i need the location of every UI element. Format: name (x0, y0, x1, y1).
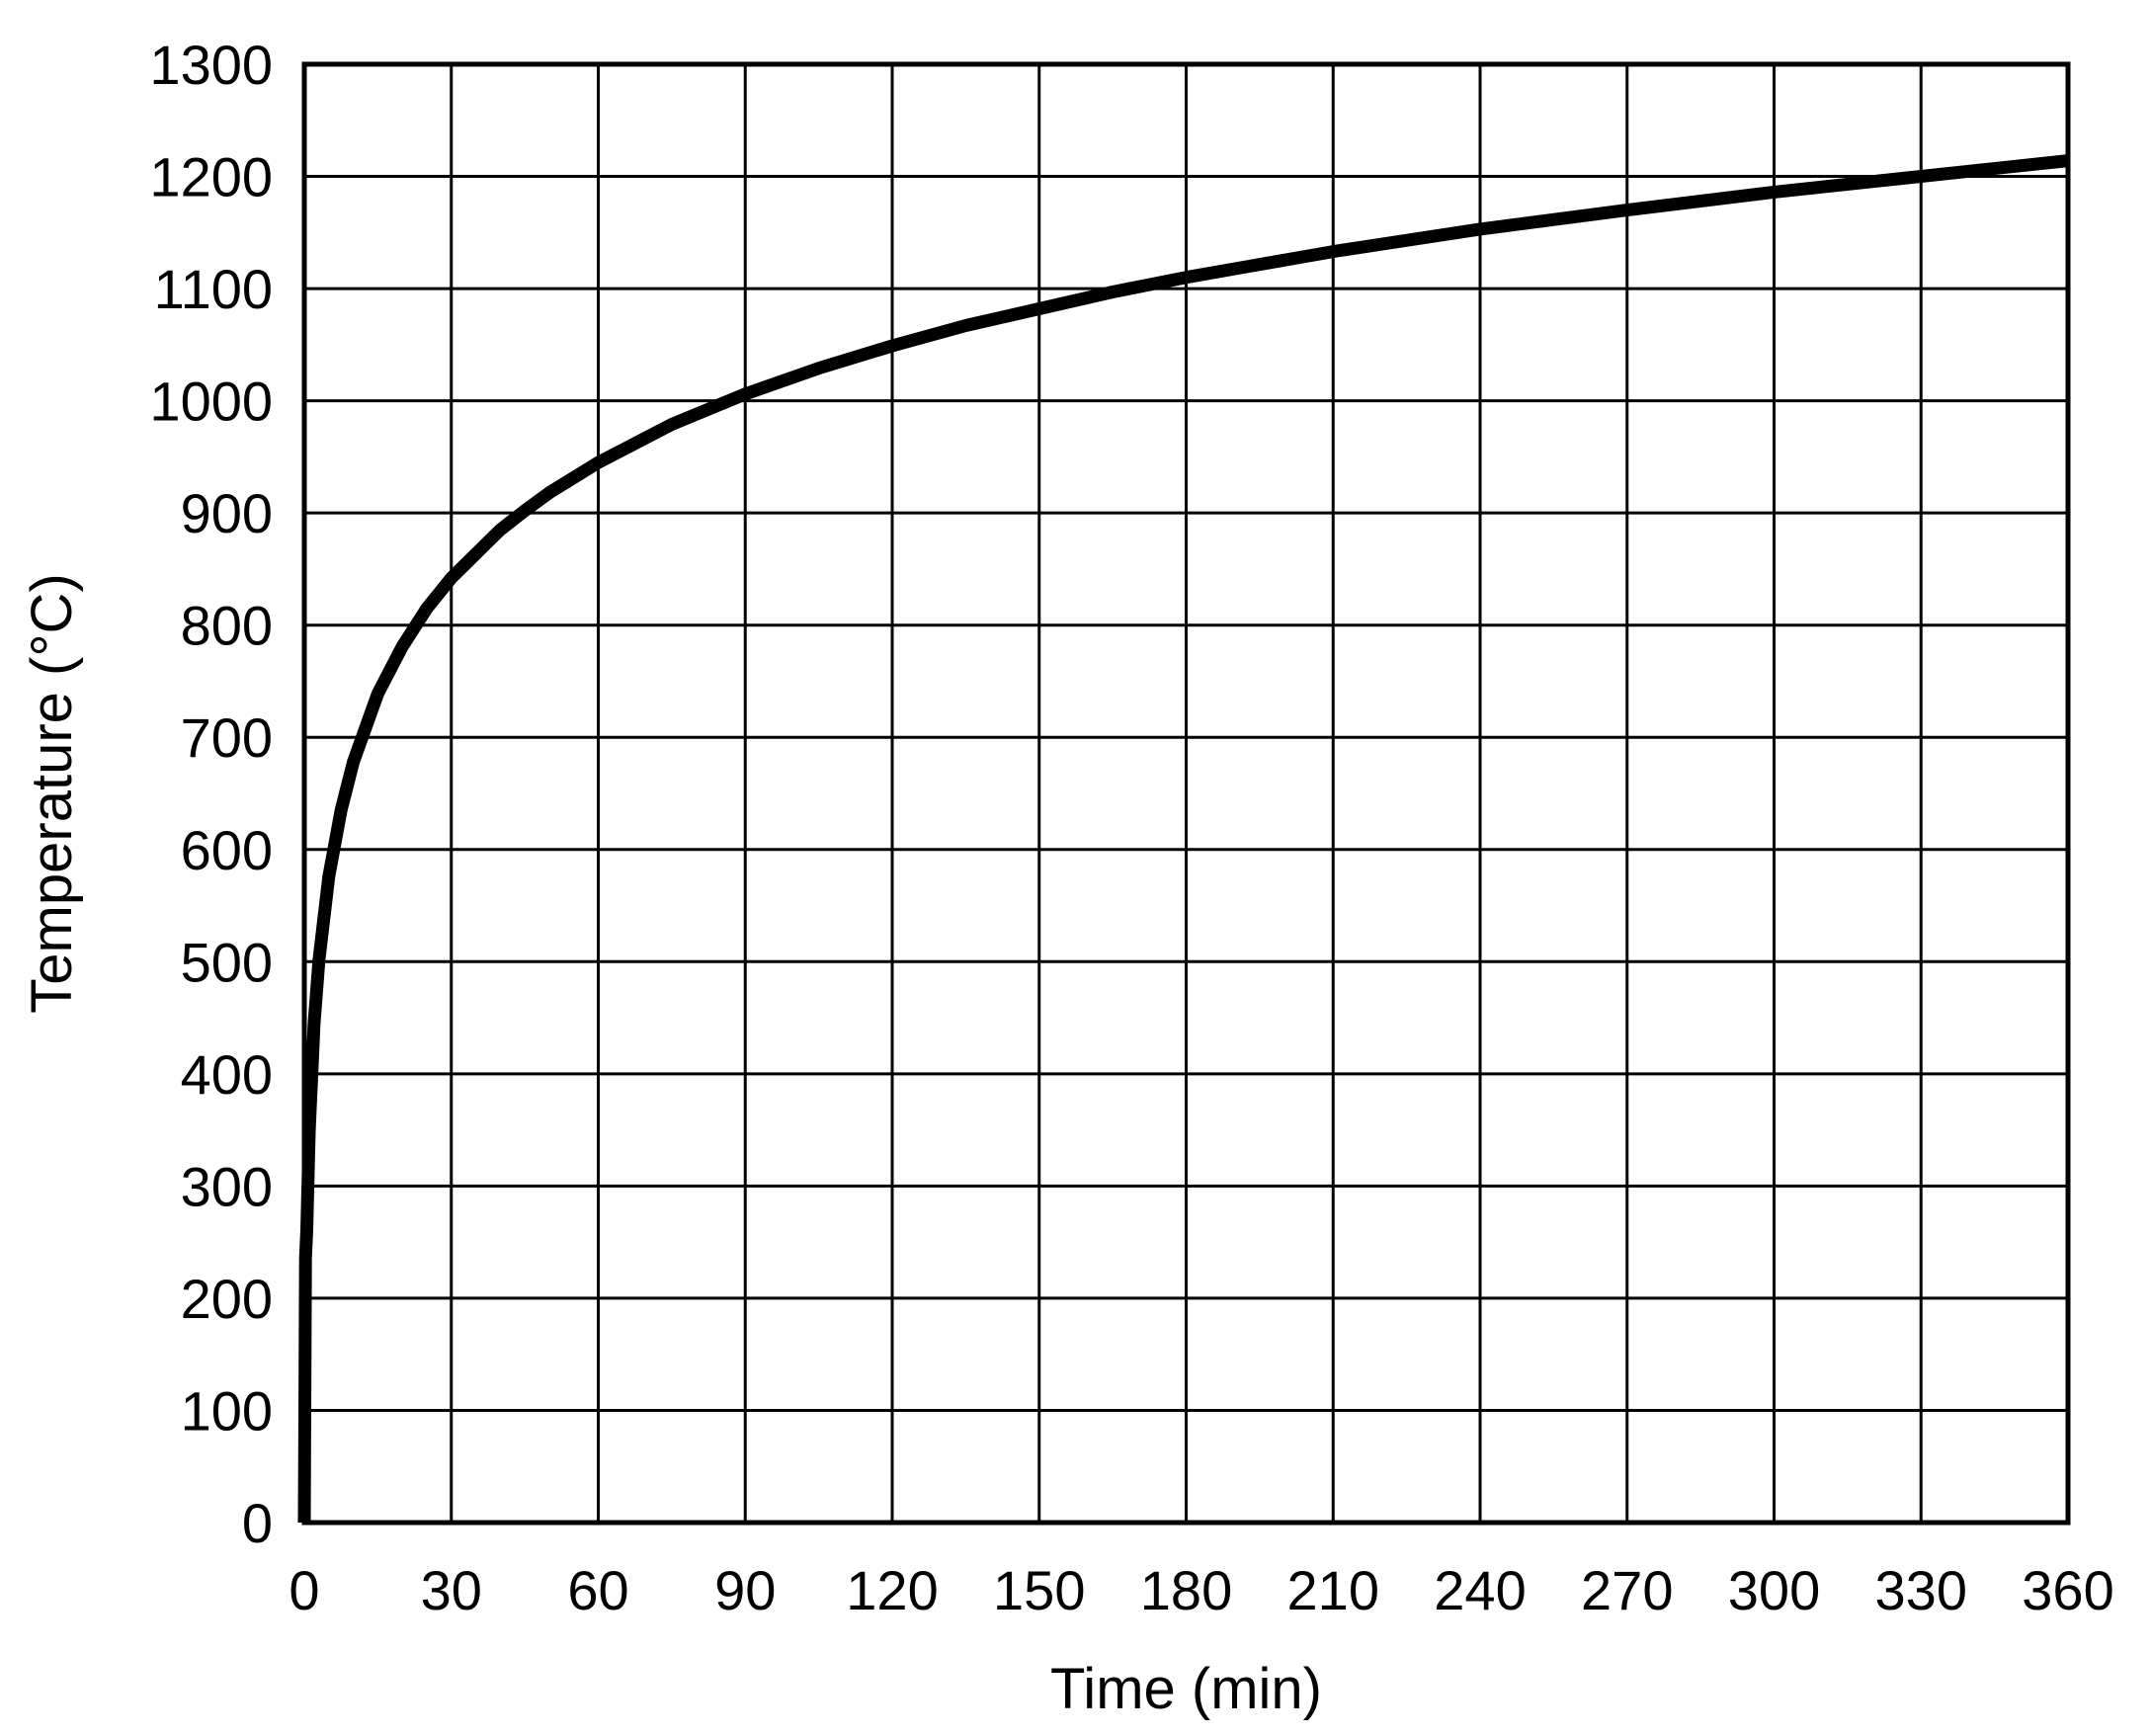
y-tick-label: 900 (181, 482, 273, 544)
y-axis-title: Temperature (°C) (20, 573, 84, 1013)
x-axis-title: Time (min) (1050, 1657, 1322, 1721)
y-tick-label: 1100 (154, 258, 273, 320)
y-tick-label: 1200 (149, 146, 273, 208)
y-tick-label: 200 (181, 1268, 273, 1330)
y-tick-label: 600 (181, 819, 273, 881)
y-tick-label: 1000 (149, 371, 273, 433)
x-tick-label: 0 (289, 1559, 319, 1621)
x-tick-label: 360 (2022, 1559, 2113, 1621)
y-tick-label: 0 (242, 1492, 273, 1554)
y-tick-label: 800 (181, 595, 273, 657)
x-tick-label: 270 (1581, 1559, 1673, 1621)
x-tick-label: 90 (714, 1559, 776, 1621)
x-tick-label: 240 (1434, 1559, 1526, 1621)
plot-series (297, 154, 2069, 1524)
x-axis-tick-labels: 0 30 60 90 120 150 180 210 240 270 300 330 360 (289, 1559, 2113, 1621)
y-tick-label: 300 (181, 1155, 273, 1217)
plot-frame (301, 61, 2071, 1526)
x-tick-label: 330 (1875, 1559, 1967, 1621)
x-tick-label: 120 (846, 1559, 938, 1621)
x-tick-label: 30 (421, 1559, 482, 1621)
y-tick-label: 100 (181, 1379, 273, 1442)
x-tick-label: 300 (1728, 1559, 1820, 1621)
fire-curve-line (297, 154, 2069, 1524)
y-tick-label: 700 (181, 706, 273, 769)
y-axis-tick-labels: 0 100 200 300 400 500 600 700 800 900 1000 1100 1200… (149, 34, 273, 1554)
x-tick-label: 180 (1140, 1559, 1232, 1621)
y-tick-label: 1300 (149, 34, 273, 96)
x-tick-label: 210 (1287, 1559, 1379, 1621)
y-tick-label: 500 (181, 931, 273, 993)
y-tick-label: 400 (181, 1043, 273, 1106)
x-tick-label: 150 (993, 1559, 1085, 1621)
x-tick-label: 60 (567, 1559, 628, 1621)
